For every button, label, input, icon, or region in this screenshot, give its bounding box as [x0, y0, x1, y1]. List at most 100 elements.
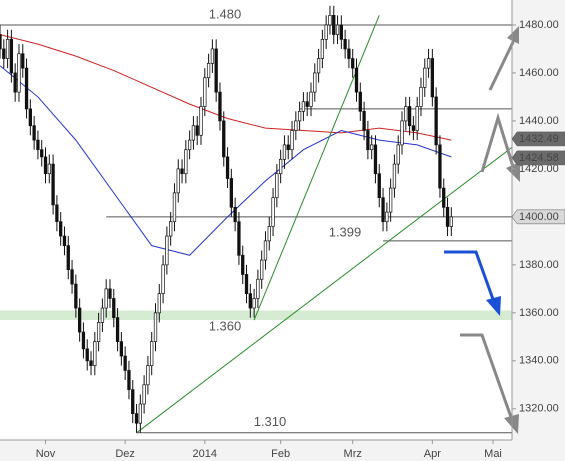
price-tag-label: 1432.49 — [519, 133, 559, 145]
candle-body — [263, 240, 268, 261]
candle-body — [131, 389, 135, 414]
candle-body — [191, 125, 196, 141]
trendline — [253, 15, 380, 321]
candle-body — [385, 211, 389, 223]
candle-body — [62, 235, 67, 247]
candle-body — [260, 259, 264, 280]
candle-body — [430, 58, 435, 98]
candle-body — [271, 197, 275, 227]
candle-body — [85, 348, 89, 362]
candle-body — [146, 365, 150, 386]
y-tick-label: 1420.00 — [519, 163, 559, 175]
candle-body — [404, 106, 408, 122]
candle-body — [275, 173, 279, 199]
candle-body — [214, 48, 218, 93]
y-tick-label: 1440.00 — [519, 115, 559, 127]
arrowhead — [507, 26, 519, 44]
candle-body — [9, 38, 14, 74]
candle-body — [165, 235, 169, 266]
y-tick-label: 1460.00 — [519, 67, 559, 79]
candle-body — [115, 317, 120, 342]
candle-body — [119, 341, 124, 357]
candle-body — [161, 264, 165, 295]
candle-body — [40, 149, 44, 158]
candle-body — [290, 130, 294, 151]
candle-body — [229, 178, 233, 208]
candle-body — [70, 269, 74, 285]
candle-body — [172, 192, 177, 223]
x-tick-label: Dez — [115, 448, 135, 460]
candle-body — [210, 48, 215, 64]
candle-body — [104, 288, 108, 309]
candle-body — [335, 24, 340, 35]
candle-body — [77, 307, 82, 333]
candle-body — [0, 34, 2, 50]
candle-body — [36, 139, 40, 151]
x-tick-label: Apr — [424, 448, 441, 460]
candle-body — [407, 106, 412, 127]
x-tick-label: 2014 — [193, 448, 217, 460]
candle-body — [324, 24, 328, 40]
candle-body — [388, 187, 393, 213]
x-tick-label: Nov — [36, 448, 56, 460]
candle-body — [24, 67, 29, 110]
x-tick-label: Feb — [271, 448, 290, 460]
candle-body — [100, 307, 105, 323]
candle-body — [400, 120, 404, 146]
y-tick-label: 1480.00 — [519, 19, 559, 31]
candle-body — [108, 288, 112, 299]
candle-body — [195, 125, 199, 136]
candle-body — [59, 221, 63, 237]
candle-body — [51, 163, 55, 206]
arrow-down — [480, 112, 516, 173]
arrowhead — [486, 296, 501, 316]
candle-body — [377, 173, 381, 199]
x-tick-label: Mrz — [344, 448, 362, 460]
candle-body — [415, 106, 419, 131]
candle-body — [222, 120, 226, 158]
candle-body — [13, 72, 17, 93]
candle-body — [28, 108, 32, 127]
candle-body — [411, 125, 416, 131]
candle-body — [309, 91, 313, 107]
candle-body — [256, 278, 260, 299]
candle-body — [370, 144, 374, 151]
candle-body — [362, 110, 366, 131]
candle-body — [392, 163, 397, 189]
arrow-down-long — [460, 333, 514, 421]
candle-body — [366, 130, 370, 151]
candle-body — [267, 226, 271, 242]
candle-body — [396, 144, 400, 165]
candle-body — [2, 48, 6, 59]
candle-body — [81, 331, 86, 350]
candle-body — [297, 110, 302, 122]
candle-body — [180, 168, 184, 175]
candle-body — [21, 53, 25, 69]
candle-body — [282, 144, 287, 160]
candle-body — [203, 77, 207, 107]
candle-body — [347, 48, 351, 59]
candle-body — [445, 206, 450, 227]
annotation: 1.310 — [254, 414, 287, 429]
annotation: 1.360 — [209, 318, 242, 333]
candle-body — [426, 58, 431, 69]
candle-body — [332, 15, 336, 35]
price-tag — [511, 131, 565, 147]
candle-body — [442, 187, 446, 208]
x-axis-panel — [0, 440, 512, 461]
candle-body — [449, 216, 453, 227]
candle-body — [32, 125, 36, 141]
y-tick-label: 1380.00 — [519, 259, 559, 271]
moving-average — [0, 34, 452, 141]
annotation: 1.399 — [329, 225, 362, 240]
candle-body — [206, 62, 211, 79]
candle-body — [248, 293, 252, 309]
y-axis-panel — [512, 0, 565, 461]
candle-body — [127, 370, 131, 390]
annotation: 1.480 — [209, 6, 242, 21]
candle-body — [373, 144, 378, 175]
price-tag — [511, 209, 565, 225]
candle-body — [286, 144, 290, 151]
candle-body — [294, 120, 298, 131]
candle-body — [233, 206, 237, 223]
